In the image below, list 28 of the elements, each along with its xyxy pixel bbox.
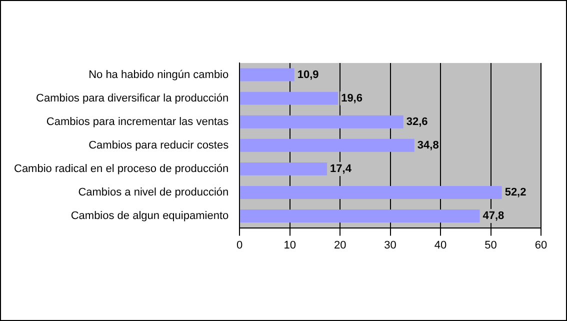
data-label: 10,9 bbox=[297, 68, 319, 81]
x-tick-label: 40 bbox=[434, 239, 447, 252]
x-tick-label: 30 bbox=[384, 239, 396, 252]
bar bbox=[240, 186, 502, 199]
data-label: 34,8 bbox=[417, 139, 439, 152]
data-label: 19,6 bbox=[341, 92, 362, 104]
x-tick-label: 10 bbox=[284, 239, 296, 252]
bar bbox=[240, 162, 328, 176]
data-label: 47,8 bbox=[482, 210, 504, 222]
y-tick-label: Cambio radical en el proceso de producción bbox=[14, 162, 229, 175]
y-tick-label: Cambios para incrementar las ventas bbox=[46, 116, 230, 128]
x-tick-label: 0 bbox=[236, 239, 243, 252]
y-tick-label: No ha habido ningún cambio bbox=[88, 68, 229, 81]
x-tick-label: 60 bbox=[534, 239, 548, 252]
y-tick-label: Cambios para diversificar la producción bbox=[36, 92, 229, 104]
bar bbox=[240, 210, 480, 223]
bar bbox=[240, 92, 338, 105]
bar bbox=[240, 68, 294, 82]
data-label: 52,2 bbox=[504, 186, 526, 199]
data-label: 32,6 bbox=[406, 116, 428, 128]
data-label: 17,4 bbox=[330, 162, 352, 175]
y-tick-label: Cambios para reducir costes bbox=[88, 139, 230, 152]
y-tick-label: Cambios a nivel de producción bbox=[78, 186, 229, 199]
y-tick-label: Cambios de algun equipamiento bbox=[70, 210, 229, 222]
x-tick-label: 50 bbox=[484, 239, 497, 252]
x-tick-label: 20 bbox=[334, 239, 346, 252]
bar bbox=[240, 115, 404, 128]
bar bbox=[240, 138, 414, 152]
